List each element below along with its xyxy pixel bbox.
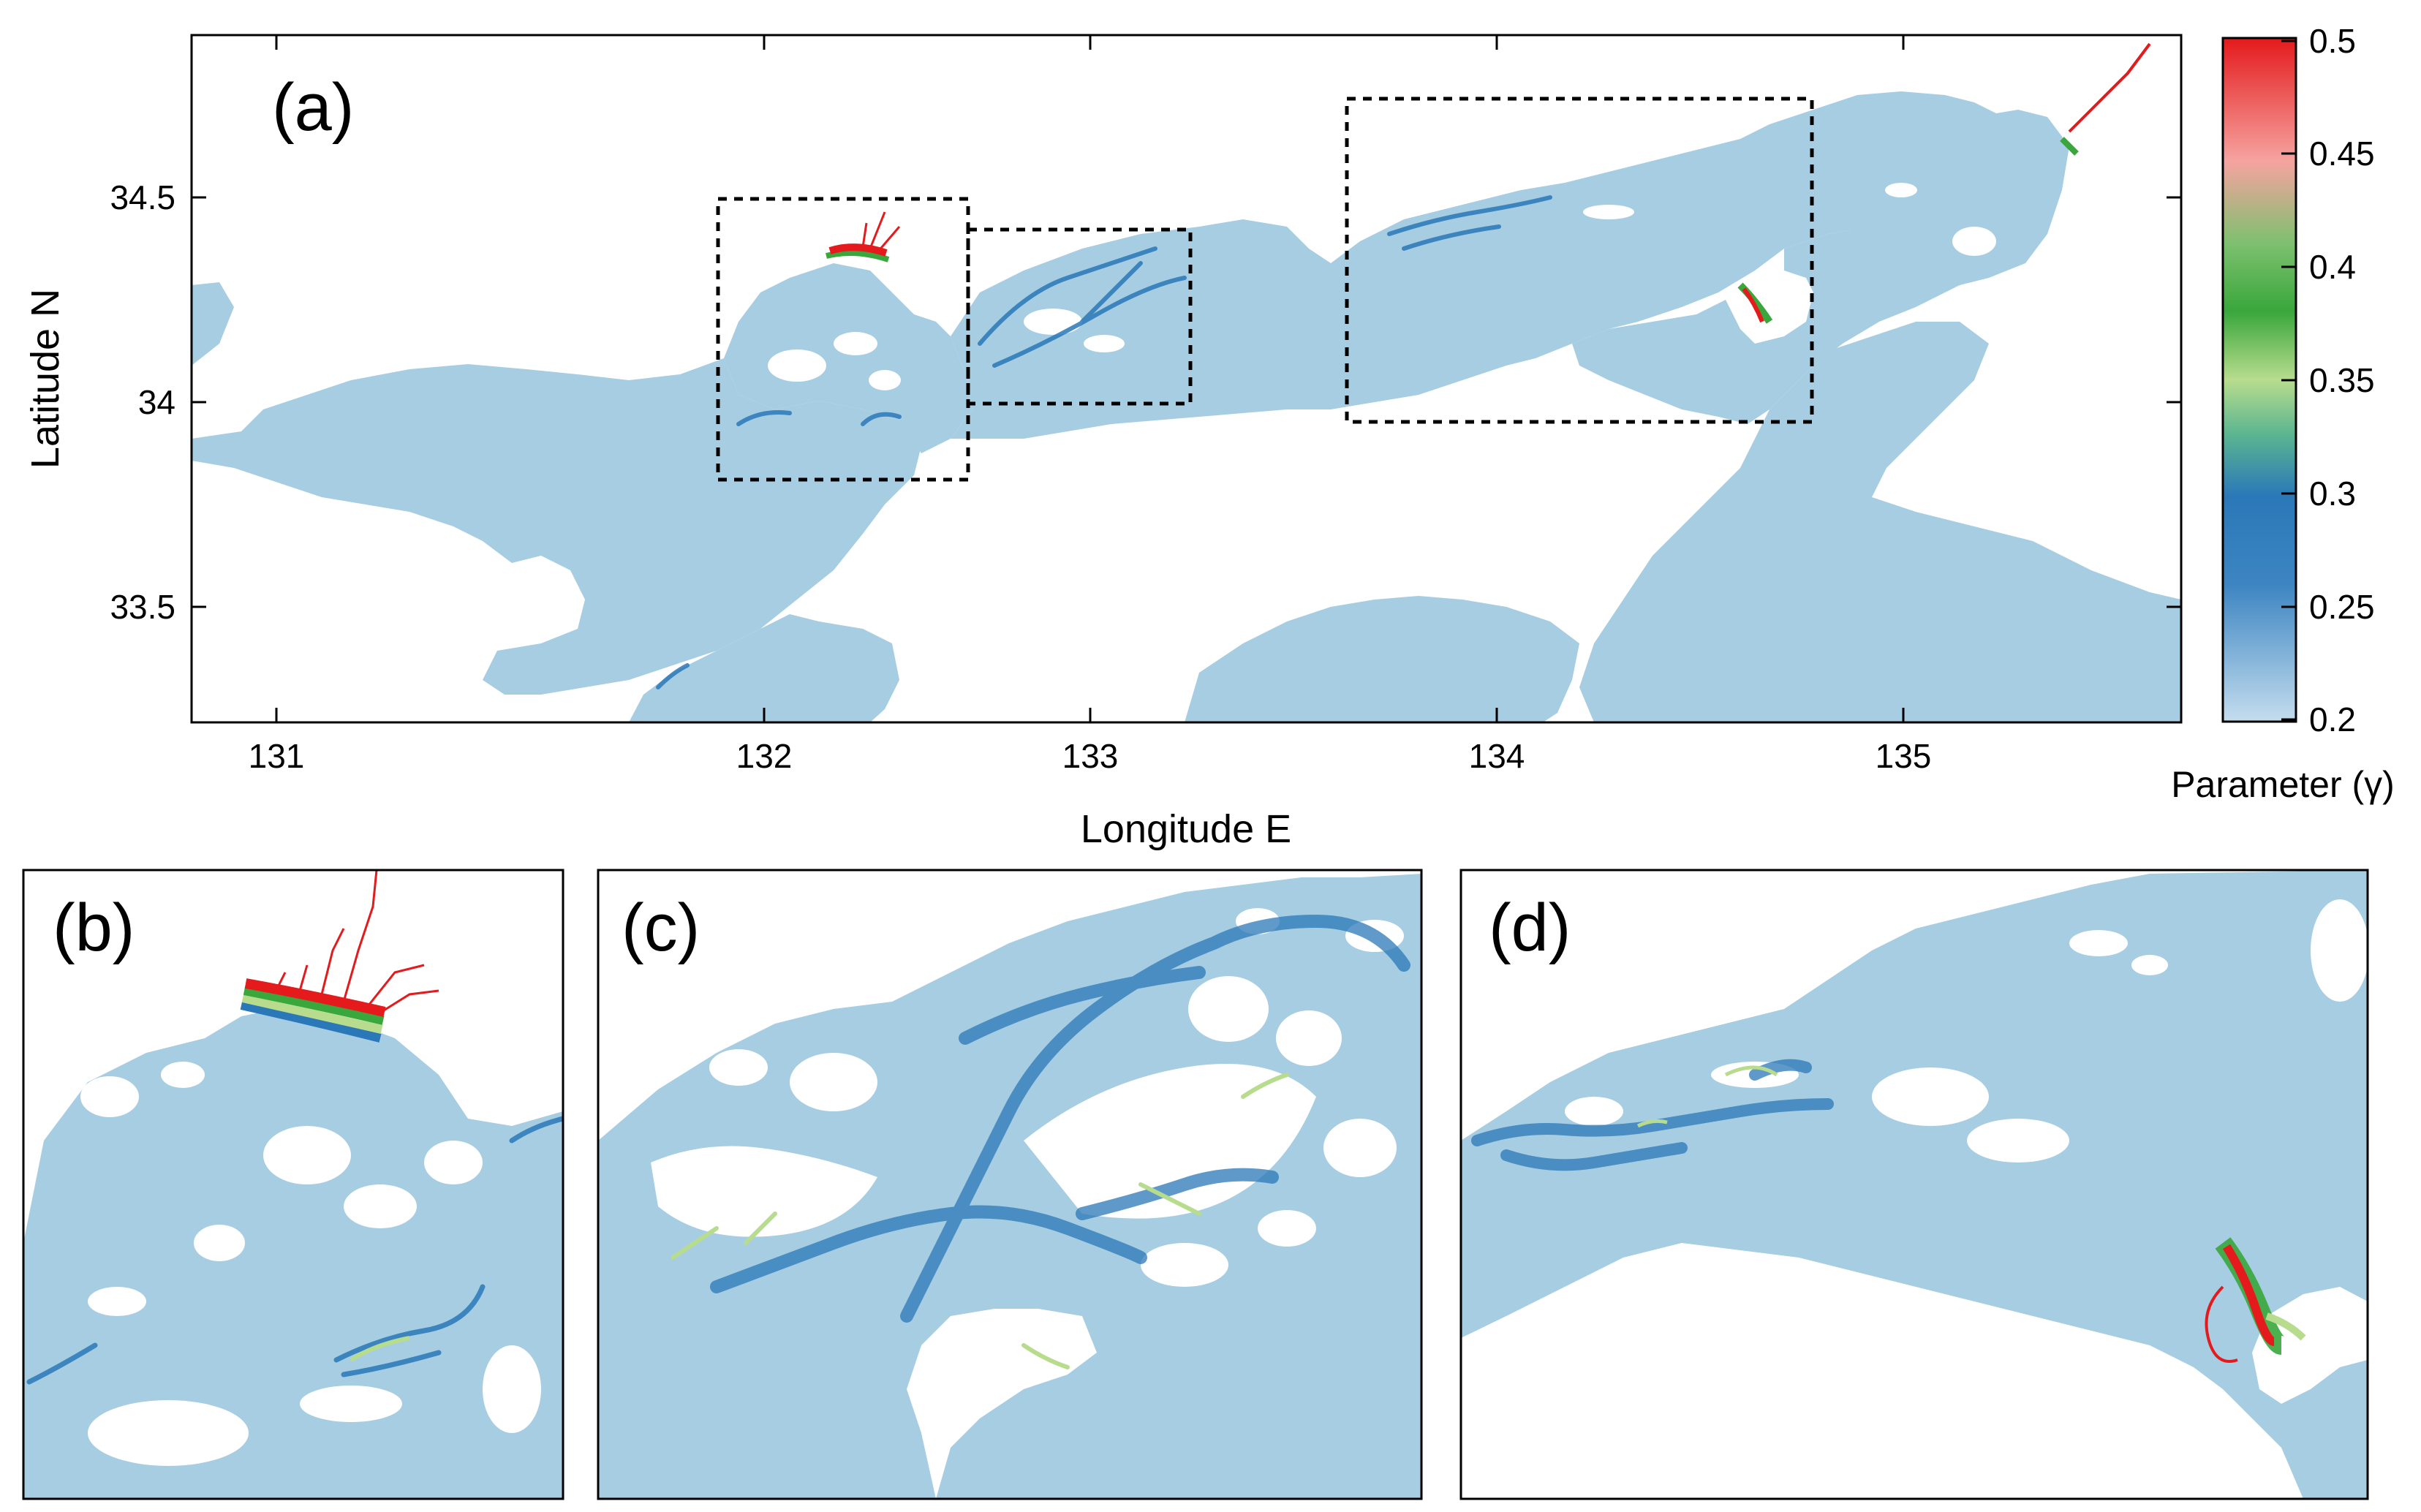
zoom-box-d	[1345, 97, 1814, 424]
colorbar-title: Parameter (γ)	[2171, 764, 2395, 805]
panel-b-label: (b)	[53, 891, 135, 965]
ytick-34-5: 34.5	[110, 178, 175, 216]
cbar-tick-1: 0.45	[2309, 135, 2375, 173]
cbar-tick-2: 0.4	[2309, 248, 2356, 286]
panel-d-map: (d)	[1459, 869, 2369, 1500]
hotspot-osaka-river	[2060, 42, 2151, 156]
cbar-tick-4: 0.3	[2309, 475, 2356, 513]
xtick-131: 131	[249, 737, 305, 775]
xtick-135: 135	[1876, 737, 1932, 775]
x-axis-label: Longitude E	[1081, 807, 1291, 851]
xtick-133: 133	[1062, 737, 1119, 775]
cbar-tick-3: 0.35	[2309, 361, 2375, 399]
panel-d-source-plume	[2205, 1237, 2306, 1363]
panel-b-map: (b)	[22, 869, 564, 1500]
panel-a-frame	[190, 34, 2183, 724]
xtick-132: 132	[736, 737, 793, 775]
cbar-tick-6: 0.2	[2309, 700, 2356, 738]
hotspot-d-source	[1737, 282, 1773, 324]
y-axis-label: Latitude N	[23, 289, 67, 469]
panel-c-label: (c)	[622, 891, 700, 965]
panel-b-source-plume	[240, 870, 439, 1043]
osaka-bay	[1850, 110, 2069, 292]
suo-nada-sea	[192, 282, 921, 695]
bungo-channel	[1185, 596, 1579, 722]
panel-d-label: (d)	[1489, 891, 1571, 965]
panel-a-map: 131 132 133 134 135 34.5 34 33.5 Longitu…	[23, 34, 2183, 851]
kii-channel	[1579, 322, 2181, 722]
colorbar: 0.5 0.45 0.4 0.35 0.3 0.25 0.2 Parameter…	[2171, 22, 2395, 805]
ytick-34: 34	[138, 383, 175, 421]
central-channel	[951, 91, 2018, 439]
panel-c-map: (c)	[597, 869, 1423, 1500]
panel-a-label: (a)	[272, 70, 354, 145]
aki-nada-sea	[724, 263, 972, 453]
xtick-134: 134	[1469, 737, 1525, 775]
zoom-box-c	[966, 227, 1193, 406]
hotspot-b-source	[826, 211, 901, 262]
ytick-33-5: 33.5	[110, 588, 175, 626]
kyushu-strip	[629, 614, 899, 722]
cbar-tick-0: 0.5	[2309, 22, 2356, 60]
cbar-tick-5: 0.25	[2309, 588, 2375, 626]
